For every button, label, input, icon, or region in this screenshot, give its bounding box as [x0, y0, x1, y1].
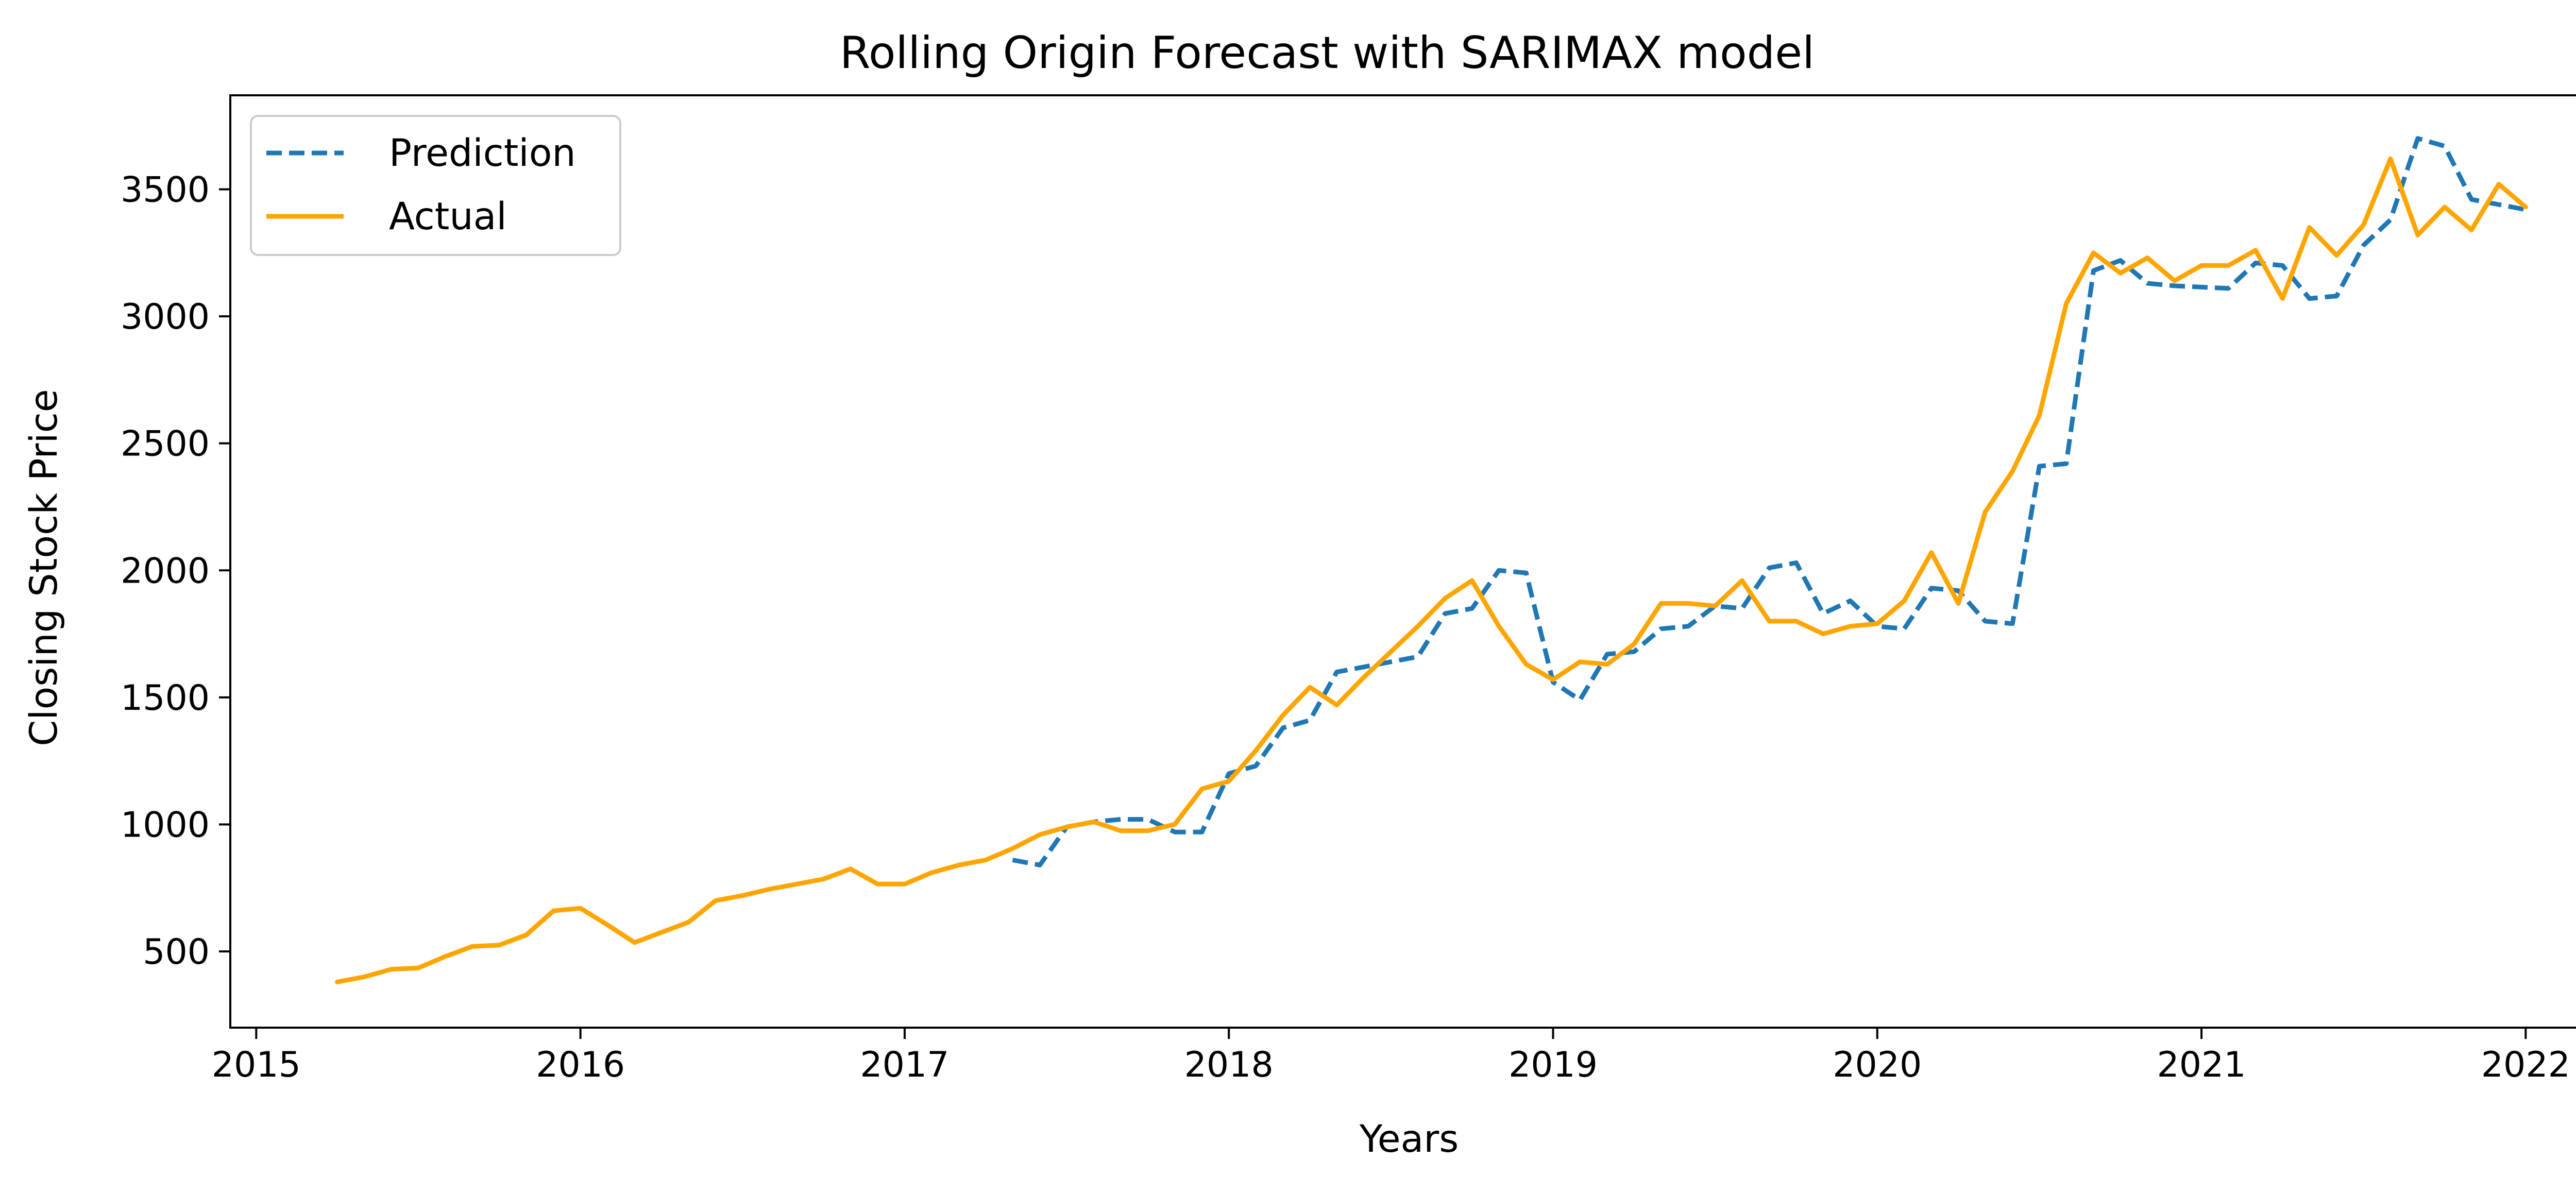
- y-tick-label: 1500: [121, 678, 210, 719]
- x-tick-label: 2021: [2157, 1045, 2246, 1085]
- legend-prediction-label: Prediction: [389, 131, 576, 175]
- plot-frame: [229, 94, 2576, 1029]
- prediction-series-line: [1012, 136, 2527, 867]
- x-tick-label: 2015: [212, 1045, 301, 1085]
- x-tick-label: 2016: [536, 1045, 625, 1085]
- y-tick-label: 500: [143, 932, 210, 973]
- x-tick-label: 2018: [1184, 1045, 1274, 1085]
- y-tick-label: 2500: [121, 424, 210, 465]
- x-tick-label: 2019: [1509, 1045, 1598, 1085]
- y-axis-label: Closing Stock Price: [22, 389, 66, 746]
- x-tick-label: 2020: [1833, 1045, 1922, 1085]
- x-axis-label: Years: [1359, 1117, 1459, 1161]
- axis-ticks: 2015 2016 2017 2018 2019 2020 2021 2022 500 1000 1…: [121, 169, 2570, 1085]
- x-tick-label: 2017: [860, 1045, 949, 1085]
- legend-actual-label: Actual: [389, 195, 507, 238]
- y-tick-label: 2000: [121, 551, 210, 591]
- legend: Prediction Actual: [250, 115, 621, 256]
- y-tick-label: 1000: [121, 805, 210, 845]
- x-tick-label: 2022: [2481, 1045, 2570, 1085]
- actual-series-line: [335, 156, 2528, 984]
- y-tick-label: 3500: [121, 169, 210, 210]
- series-layer: [335, 136, 2528, 984]
- chart-title: Rolling Origin Forecast with SARIMAX mod…: [840, 27, 1815, 79]
- y-tick-label: 3000: [121, 297, 210, 337]
